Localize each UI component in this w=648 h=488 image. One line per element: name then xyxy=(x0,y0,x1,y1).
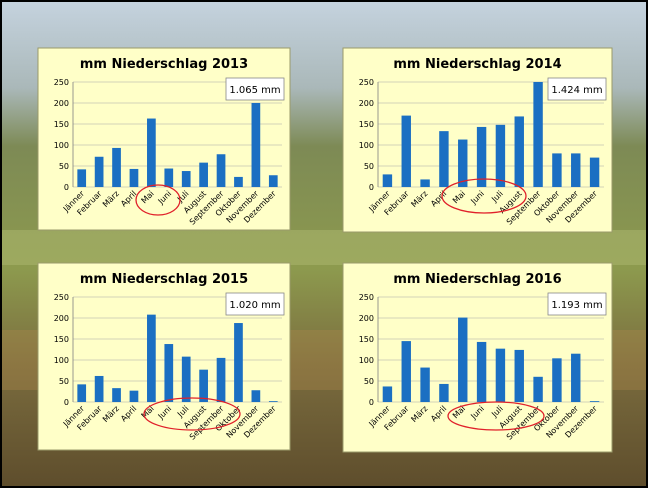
bar xyxy=(458,139,468,187)
bar xyxy=(251,390,261,402)
bar xyxy=(439,383,449,402)
bar xyxy=(216,154,226,187)
bar xyxy=(382,386,393,402)
chart-title: mm Niederschlag 2016 xyxy=(393,272,561,287)
y-tick-label: 150 xyxy=(54,335,69,344)
bar xyxy=(94,156,104,187)
annotation: 1.424 mm xyxy=(551,85,602,96)
highlights xyxy=(135,178,545,431)
chart: mm Niederschlag 2015050100150200250Jänne… xyxy=(37,262,291,451)
chart: mm Niederschlag 2014050100150200250Jänne… xyxy=(342,47,613,233)
bar xyxy=(552,153,562,187)
bar xyxy=(571,153,581,187)
highlight-ellipse xyxy=(135,184,181,216)
bar xyxy=(112,147,121,187)
chart: mm Niederschlag 2013050100150200250Jänne… xyxy=(37,47,291,231)
bar xyxy=(533,82,543,187)
bar xyxy=(458,317,468,402)
bar xyxy=(77,169,87,187)
chart-title: mm Niederschlag 2013 xyxy=(80,57,248,72)
bar xyxy=(589,157,600,187)
y-tick-label: 100 xyxy=(54,356,69,365)
annotation: 1.193 mm xyxy=(551,300,602,311)
y-tick-label: 200 xyxy=(54,314,69,323)
chart-title: mm Niederschlag 2015 xyxy=(80,272,248,287)
y-tick-label: 150 xyxy=(359,335,374,344)
annotation-box xyxy=(547,77,607,101)
bar xyxy=(129,168,139,187)
bar xyxy=(112,388,121,402)
y-tick-label: 250 xyxy=(359,293,374,302)
bar xyxy=(514,116,524,187)
bar xyxy=(589,401,600,402)
highlight-ellipse xyxy=(143,397,241,431)
y-tick-label: 50 xyxy=(364,377,374,386)
y-tick-label: 0 xyxy=(369,398,374,407)
y-tick-label: 50 xyxy=(59,377,69,386)
bar xyxy=(181,171,191,187)
bar xyxy=(476,126,487,187)
y-tick-label: 0 xyxy=(64,398,69,407)
bar xyxy=(552,358,562,402)
y-tick-label: 150 xyxy=(359,120,374,129)
bar xyxy=(147,314,156,402)
y-tick-label: 0 xyxy=(369,183,374,192)
bar xyxy=(495,124,506,187)
bar xyxy=(164,344,174,402)
y-tick-label: 200 xyxy=(359,314,374,323)
y-tick-label: 100 xyxy=(54,141,69,150)
bar xyxy=(420,179,430,187)
bar xyxy=(476,341,487,402)
y-tick-label: 150 xyxy=(54,120,69,129)
bar xyxy=(571,353,581,402)
annotation: 1.065 mm xyxy=(229,85,280,96)
bar xyxy=(129,390,139,402)
y-tick-label: 100 xyxy=(359,356,374,365)
bar xyxy=(94,375,104,402)
y-tick-label: 250 xyxy=(54,293,69,302)
bar xyxy=(382,174,393,187)
bar xyxy=(234,323,243,402)
annotation-box xyxy=(225,77,285,101)
bar xyxy=(147,118,156,187)
bar xyxy=(420,367,430,402)
highlight-ellipse xyxy=(441,178,527,214)
bar xyxy=(199,369,208,402)
y-tick-label: 50 xyxy=(364,162,374,171)
bar xyxy=(533,376,543,402)
bar xyxy=(401,341,411,402)
bar xyxy=(268,175,278,187)
bar xyxy=(251,103,261,187)
bar xyxy=(199,162,208,187)
bar xyxy=(268,401,278,402)
bar xyxy=(234,176,243,187)
annotation-box xyxy=(547,292,607,316)
y-tick-label: 250 xyxy=(359,78,374,87)
bar xyxy=(514,349,524,402)
y-tick-label: 50 xyxy=(59,162,69,171)
charts: mm Niederschlag 2013050100150200250Jänne… xyxy=(37,47,613,453)
y-tick-label: 200 xyxy=(54,99,69,108)
annotation: 1.020 mm xyxy=(229,300,280,311)
y-tick-label: 200 xyxy=(359,99,374,108)
bar xyxy=(216,357,226,402)
field-band xyxy=(0,230,648,265)
y-tick-label: 0 xyxy=(64,183,69,192)
bar xyxy=(401,115,411,187)
chart: mm Niederschlag 2016050100150200250Jänne… xyxy=(342,262,613,453)
y-tick-label: 250 xyxy=(54,78,69,87)
bar xyxy=(495,348,506,402)
bar xyxy=(77,384,87,402)
bar xyxy=(439,131,449,187)
bar xyxy=(164,168,174,187)
y-tick-label: 100 xyxy=(359,141,374,150)
chart-title: mm Niederschlag 2014 xyxy=(393,57,561,72)
bar xyxy=(181,356,191,402)
annotation-box xyxy=(225,292,285,316)
highlight-ellipse xyxy=(447,401,545,431)
